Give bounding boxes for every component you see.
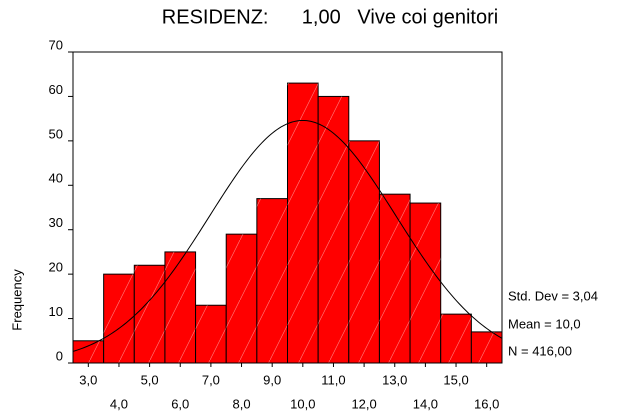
bar-hatch bbox=[287, 83, 319, 363]
x-tick-label: 10,0 bbox=[290, 396, 315, 411]
stat-n: N = 416,00 bbox=[508, 343, 572, 358]
chart-title: RESIDENZ: 1,00 Vive coi genitori bbox=[162, 6, 498, 28]
bar-hatch bbox=[73, 340, 104, 363]
bar-hatch bbox=[256, 198, 288, 363]
bar-hatch bbox=[195, 305, 227, 363]
bar-hatch bbox=[318, 96, 349, 363]
bar-hatch bbox=[440, 314, 472, 363]
x-tick-label: 13,0 bbox=[382, 372, 407, 387]
bar-hatch bbox=[348, 140, 380, 363]
x-tick-label: 16,0 bbox=[474, 396, 499, 411]
plot-frame bbox=[72, 51, 503, 364]
x-tick-label: 11,0 bbox=[321, 372, 345, 387]
x-tick-label: 15,0 bbox=[443, 372, 468, 387]
bar-hatch bbox=[471, 331, 502, 363]
y-tick-label: 10 bbox=[49, 304, 63, 319]
bar-hatch bbox=[226, 234, 257, 363]
y-tick-label: 50 bbox=[49, 126, 63, 141]
x-tick-label: 4,0 bbox=[110, 396, 128, 411]
y-axis-label: Frequency bbox=[9, 269, 24, 331]
bar-hatch bbox=[410, 203, 441, 363]
x-tick-label: 8,0 bbox=[232, 396, 250, 411]
y-tick-label: 60 bbox=[49, 82, 63, 97]
x-tick-label: 12,0 bbox=[351, 396, 376, 411]
x-tick-label: 3,0 bbox=[79, 372, 97, 387]
stat-std-dev: Std. Dev = 3,04 bbox=[508, 288, 598, 303]
x-tick-label: 6,0 bbox=[171, 396, 189, 411]
bar-hatch bbox=[164, 251, 196, 363]
stat-mean: Mean = 10,0 bbox=[508, 316, 581, 331]
bar-hatch bbox=[103, 274, 135, 363]
bar-hatch bbox=[379, 194, 411, 363]
y-tick-label: 0 bbox=[56, 348, 63, 363]
x-tick-label: 5,0 bbox=[141, 372, 159, 387]
y-tick-label: 20 bbox=[49, 260, 63, 275]
normal-curve bbox=[72, 119, 503, 352]
x-tick-label: 9,0 bbox=[263, 372, 281, 387]
x-tick-label: 7,0 bbox=[202, 372, 220, 387]
y-tick-label: 70 bbox=[49, 37, 63, 52]
y-tick-label: 40 bbox=[49, 171, 63, 186]
x-tick-label: 14,0 bbox=[413, 396, 438, 411]
bar-hatch bbox=[134, 265, 165, 363]
y-tick-label: 30 bbox=[49, 215, 63, 230]
